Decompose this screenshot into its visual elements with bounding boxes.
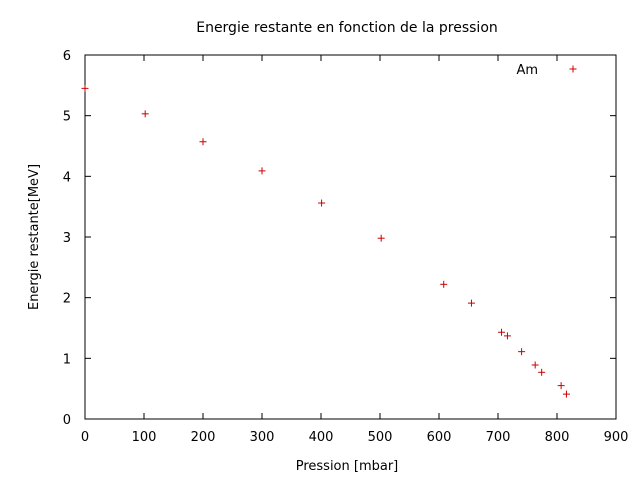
legend-marker-plus	[569, 65, 577, 73]
data-point	[199, 138, 207, 146]
data-point	[141, 110, 149, 118]
x-tick-label: 900	[604, 430, 629, 445]
y-axis-label: Energie restante[MeV]	[27, 164, 42, 310]
x-tick-label: 400	[309, 430, 334, 445]
data-point	[377, 234, 385, 242]
x-tick-label: 100	[132, 430, 157, 445]
y-tick-label: 5	[63, 110, 71, 125]
y-tick-label: 0	[63, 413, 71, 428]
x-tick-labels: 0 100 200 300 400 500 600 700 800 900	[81, 430, 629, 445]
plot-frame	[84, 54, 617, 420]
data-point	[467, 299, 475, 307]
data-point	[81, 84, 89, 92]
chart-title: Energie restante en fonction de la press…	[196, 20, 498, 36]
y-tick-label: 3	[63, 231, 71, 246]
data-point	[318, 199, 326, 207]
data-point	[557, 382, 565, 390]
data-point	[440, 280, 448, 288]
legend-marker	[569, 65, 577, 73]
legend: Am	[516, 63, 577, 78]
y-tick-label: 1	[63, 352, 71, 367]
y-tick-label: 6	[63, 49, 71, 64]
x-tick-label: 0	[81, 430, 89, 445]
data-point	[258, 167, 266, 175]
data-point	[518, 348, 526, 356]
x-tick-label: 700	[486, 430, 511, 445]
x-tick-label: 600	[427, 430, 452, 445]
x-tick-label: 500	[368, 430, 393, 445]
y-tick-labels: 0 1 2 3 4 5 6	[63, 49, 71, 428]
y-tick-label: 2	[63, 292, 71, 307]
x-tick-label: 300	[250, 430, 275, 445]
data-point	[503, 332, 511, 340]
data-point	[538, 368, 546, 376]
data-point	[498, 328, 506, 336]
legend-label-am: Am	[516, 63, 538, 78]
data-points	[81, 84, 570, 398]
x-axis-label: Pression [mbar]	[296, 459, 399, 474]
data-point	[562, 390, 570, 398]
x-tick-label: 200	[191, 430, 216, 445]
y-tick-label: 4	[63, 170, 71, 185]
axis-ticks	[84, 54, 617, 420]
x-tick-label: 800	[545, 430, 570, 445]
data-point	[531, 361, 539, 369]
